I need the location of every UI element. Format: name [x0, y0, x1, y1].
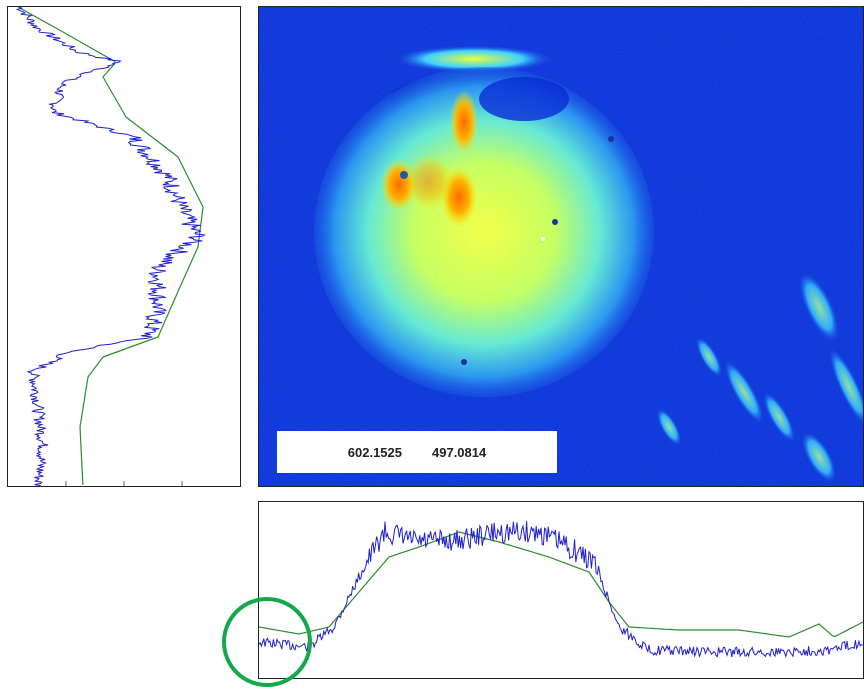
intensity-heatmap	[259, 7, 863, 486]
cursor-y-value: 497.0814	[432, 444, 487, 460]
vertical-profile-line	[15, 7, 207, 486]
horizontal-profile-line	[259, 521, 863, 659]
intensity-image-view[interactable]: 602.1525 497.0814	[258, 6, 864, 487]
horizontal-profile-plot[interactable]	[258, 501, 864, 679]
cursor-coordinate-readout: 602.1525 497.0814	[277, 431, 557, 473]
vertical-profile-plot[interactable]	[7, 6, 241, 487]
cursor-x-value: 602.1525	[347, 444, 402, 460]
vertical-reference-line	[17, 7, 204, 486]
horizontal-reference-line	[259, 531, 863, 638]
vertical-profile-ticks	[65, 481, 183, 486]
